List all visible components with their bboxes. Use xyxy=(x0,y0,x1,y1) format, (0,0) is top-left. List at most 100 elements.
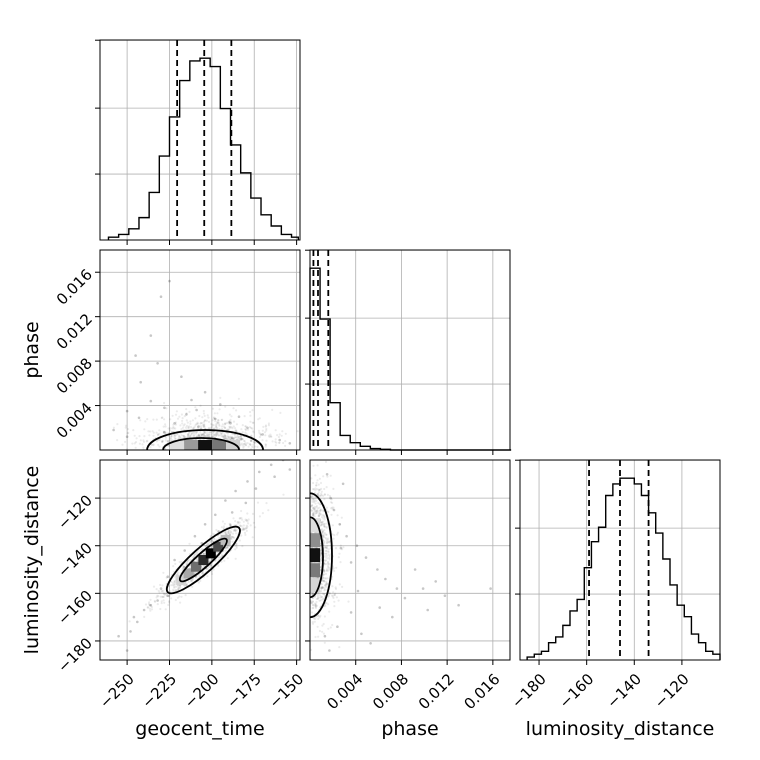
scatter-luminosity_distance-vs-geocent_time-sample-dot xyxy=(165,576,168,579)
scatter-luminosity_distance-vs-geocent_time-sample-dot xyxy=(149,598,152,601)
scatter-phase-vs-geocent_time-sample-dot xyxy=(244,431,247,434)
scatter-luminosity_distance-vs-phase-sample-dot xyxy=(312,497,315,500)
scatter-luminosity_distance-vs-phase-sample-dot xyxy=(317,491,320,494)
scatter-phase-vs-geocent_time-sample-dot xyxy=(185,412,188,415)
scatter-luminosity_distance-vs-phase-sample-dot xyxy=(325,526,328,530)
scatter-luminosity_distance-vs-phase-sample-dot xyxy=(322,514,325,517)
scatter-phase-vs-geocent_time-sample-dot xyxy=(200,433,203,436)
scatter-luminosity_distance-vs-geocent_time-sample-dot xyxy=(245,524,248,527)
scatter-phase-vs-geocent_time-sample-dot xyxy=(220,431,223,434)
luminosity_distance-y-axis-title: luminosity_distance xyxy=(21,466,43,655)
scatter-luminosity_distance-vs-phase-sample-dot xyxy=(326,557,329,560)
scatter-luminosity_distance-vs-geocent_time-sample-dot xyxy=(246,525,249,528)
scatter-luminosity_distance-vs-geocent_time-sample-dot xyxy=(173,580,176,583)
scatter-luminosity_distance-vs-geocent_time-sample-dot xyxy=(234,529,237,533)
scatter-phase-vs-geocent_time-sample-dot xyxy=(241,431,244,434)
scatter-phase-vs-geocent_time-sample-dot xyxy=(146,439,149,442)
scatter-luminosity_distance-vs-phase-sample-dot xyxy=(320,490,323,493)
scatter-phase-vs-geocent_time-sample-dot xyxy=(182,434,185,437)
scatter-luminosity_distance-vs-phase-sample-dot xyxy=(312,512,315,515)
scatter-luminosity_distance-vs-phase-sample-point-17 xyxy=(360,632,363,636)
scatter-luminosity_distance-vs-phase-sample-dot xyxy=(318,510,321,513)
scatter-luminosity_distance-vs-phase-sample-point-3 xyxy=(329,496,332,500)
scatter-phase-vs-geocent_time-sample-dot xyxy=(234,427,237,430)
scatter-phase-vs-geocent_time-sample-dot xyxy=(218,434,221,437)
scatter-luminosity_distance-vs-geocent_time-sample-point-26 xyxy=(244,501,248,505)
scatter-luminosity_distance-vs-geocent_time-sample-dot xyxy=(156,603,159,606)
scatter-phase-vs-geocent_time-sample-dot xyxy=(176,417,180,420)
scatter-luminosity_distance-vs-phase-sample-dot xyxy=(311,593,314,596)
scatter-phase-vs-geocent_time-sample-dot xyxy=(221,435,224,438)
scatter-phase-vs-geocent_time-sample-dot xyxy=(243,415,246,418)
scatter-luminosity_distance-vs-phase-sample-dot xyxy=(324,588,327,591)
scatter-phase-vs-geocent_time-sample-dot xyxy=(221,423,224,426)
scatter-luminosity_distance-vs-phase-sample-dot xyxy=(320,508,323,511)
scatter-phase-vs-geocent_time-sample-dot xyxy=(174,438,177,441)
scatter-phase-vs-geocent_time-sample-dot xyxy=(149,430,152,433)
scatter-luminosity_distance-vs-geocent_time-sample-dot xyxy=(207,543,210,546)
scatter-phase-vs-geocent_time-sample-dot xyxy=(220,425,223,428)
scatter-luminosity_distance-vs-phase-sample-dot xyxy=(323,563,326,566)
scatter-phase-vs-geocent_time-sample-dot xyxy=(199,433,202,436)
scatter-luminosity_distance-vs-phase-sample-dot xyxy=(316,492,319,496)
scatter-phase-vs-geocent_time-sample-dot xyxy=(228,421,231,424)
scatter-luminosity_distance-vs-geocent_time-sample-dot xyxy=(172,565,175,568)
scatter-luminosity_distance-vs-phase-sample-dot xyxy=(317,514,320,517)
scatter-phase-vs-geocent_time-sample-dot xyxy=(116,423,119,426)
scatter-luminosity_distance-vs-geocent_time-sample-dot xyxy=(265,502,268,505)
scatter-phase-vs-geocent_time-sample-dot xyxy=(205,419,208,422)
scatter-phase-vs-geocent_time-sample-dot xyxy=(131,442,134,445)
scatter-luminosity_distance-vs-geocent_time-sample-dot xyxy=(175,585,178,588)
scatter-phase-vs-geocent_time-sample-dot xyxy=(211,435,214,438)
scatter-luminosity_distance-vs-phase-sample-dot xyxy=(314,497,317,501)
scatter-luminosity_distance-vs-phase-sample-dot xyxy=(320,494,323,497)
scatter-luminosity_distance-vs-phase-sample-dot xyxy=(319,503,322,506)
scatter-phase-vs-geocent_time-sample-dot xyxy=(152,443,155,446)
scatter-luminosity_distance-vs-geocent_time-sample-dot xyxy=(202,553,205,556)
scatter-luminosity_distance-vs-phase-sample-dot xyxy=(323,515,326,518)
scatter-phase-vs-geocent_time-sample-point-18 xyxy=(190,398,193,402)
scatter-phase-vs-geocent_time-density-block-2 xyxy=(198,440,213,450)
scatter-luminosity_distance-vs-phase-sample-dot xyxy=(314,606,317,610)
scatter-luminosity_distance-vs-geocent_time-sample-dot xyxy=(229,530,232,533)
scatter-phase-vs-geocent_time-sample-dot xyxy=(200,425,203,428)
scatter-luminosity_distance-vs-phase-sample-dot xyxy=(312,513,315,516)
scatter-phase-vs-geocent_time-sample-dot xyxy=(237,435,240,438)
scatter-luminosity_distance-vs-phase-sample-dot xyxy=(329,626,332,629)
scatter-phase-vs-geocent_time-sample-dot xyxy=(189,435,192,438)
scatter-luminosity_distance-vs-phase-sample-dot xyxy=(339,544,342,547)
scatter-luminosity_distance-vs-phase-sample-dot xyxy=(316,479,319,482)
scatter-phase-vs-geocent_time-sample-dot xyxy=(139,439,142,442)
scatter-phase-vs-geocent_time-sample-dot xyxy=(126,432,129,435)
scatter-luminosity_distance-vs-phase-sample-dot xyxy=(325,547,328,550)
scatter-luminosity_distance-vs-phase-sample-dot xyxy=(320,524,323,527)
scatter-phase-vs-geocent_time-sample-dot xyxy=(112,426,115,429)
scatter-phase-vs-geocent_time-sample-dot xyxy=(264,445,267,448)
luminosity_distance-xtick-label-1: −160 xyxy=(556,670,598,712)
scatter-phase-vs-geocent_time-sample-dot xyxy=(215,431,218,435)
scatter-luminosity_distance-vs-phase-sample-dot xyxy=(311,500,314,503)
scatter-phase-vs-geocent_time-sample-dot xyxy=(202,420,206,423)
scatter-phase-vs-geocent_time-sample-dot xyxy=(190,432,193,435)
scatter-phase-vs-geocent_time-sample-dot xyxy=(168,429,172,432)
scatter-luminosity_distance-vs-phase-sample-dot xyxy=(314,502,317,505)
scatter-luminosity_distance-vs-phase-sample-dot xyxy=(326,510,329,513)
scatter-luminosity_distance-vs-phase-sample-dot xyxy=(311,603,315,607)
scatter-phase-vs-geocent_time-sample-dot xyxy=(158,429,161,432)
scatter-phase-vs-geocent_time-sample-point-22 xyxy=(288,442,292,445)
scatter-luminosity_distance-vs-phase-sample-dot xyxy=(312,464,315,467)
scatter-luminosity_distance-vs-geocent_time-sample-dot xyxy=(210,545,214,548)
scatter-phase-vs-geocent_time-sample-dot xyxy=(230,436,233,439)
scatter-phase-vs-geocent_time-sample-dot xyxy=(257,429,261,432)
luminosity_distance-ytick-label-0: −180 xyxy=(54,634,96,676)
scatter-luminosity_distance-vs-geocent_time-sample-dot xyxy=(235,528,238,531)
scatter-luminosity_distance-vs-phase-sample-dot xyxy=(311,621,314,624)
scatter-phase-vs-geocent_time-sample-dot xyxy=(264,443,268,446)
scatter-luminosity_distance-vs-phase-sample-dot xyxy=(319,596,322,599)
scatter-luminosity_distance-vs-phase-sample-dot xyxy=(314,510,318,513)
scatter-luminosity_distance-vs-geocent_time-sample-dot xyxy=(148,607,151,610)
scatter-luminosity_distance-vs-geocent_time-sample-dot xyxy=(178,595,181,598)
scatter-phase-vs-geocent_time-sample-dot xyxy=(230,415,233,418)
scatter-luminosity_distance-vs-phase-sample-dot xyxy=(318,514,321,518)
scatter-luminosity_distance-vs-geocent_time-sample-point-15 xyxy=(258,470,261,474)
